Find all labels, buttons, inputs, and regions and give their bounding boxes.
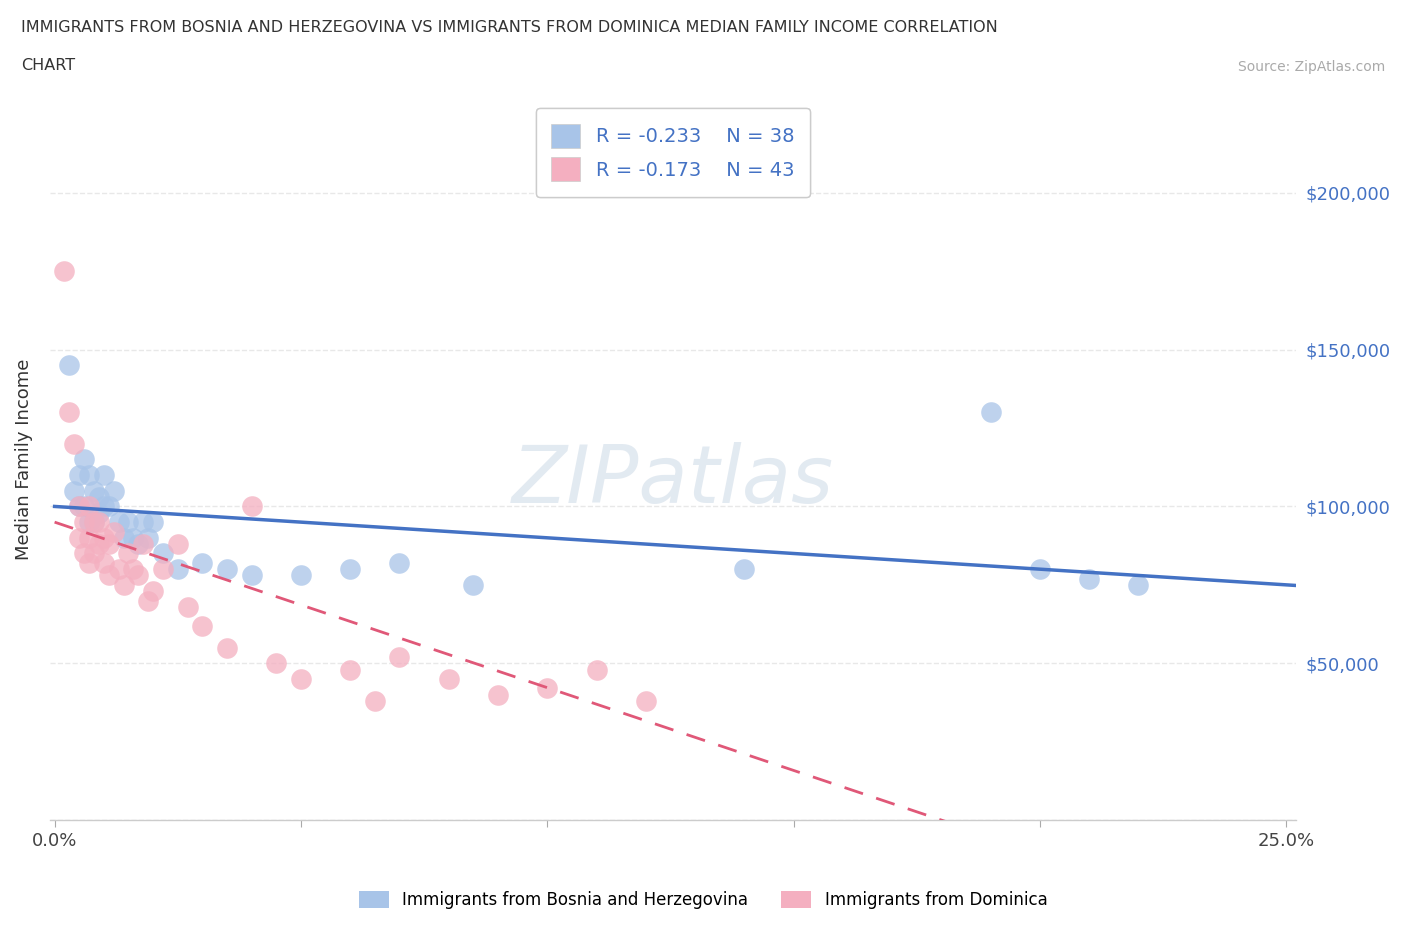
Point bbox=[97, 499, 120, 514]
Point bbox=[58, 358, 80, 373]
Point bbox=[166, 562, 188, 577]
Point bbox=[127, 537, 149, 551]
Point bbox=[1128, 578, 1150, 592]
Point bbox=[117, 546, 139, 561]
Point bbox=[87, 514, 110, 529]
Point bbox=[388, 555, 411, 570]
Point bbox=[290, 671, 312, 686]
Point bbox=[634, 694, 657, 709]
Point bbox=[97, 537, 120, 551]
Point bbox=[136, 593, 159, 608]
Point bbox=[103, 525, 125, 539]
Point bbox=[122, 562, 145, 577]
Point bbox=[176, 599, 198, 614]
Point bbox=[93, 499, 115, 514]
Point bbox=[136, 530, 159, 545]
Point bbox=[73, 514, 96, 529]
Point bbox=[132, 537, 155, 551]
Point bbox=[107, 514, 129, 529]
Point bbox=[191, 555, 214, 570]
Point bbox=[1078, 571, 1101, 586]
Point bbox=[486, 687, 509, 702]
Point bbox=[142, 514, 165, 529]
Point bbox=[112, 578, 135, 592]
Point bbox=[67, 499, 90, 514]
Point bbox=[87, 505, 110, 520]
Point bbox=[83, 484, 105, 498]
Point bbox=[77, 555, 100, 570]
Point bbox=[112, 530, 135, 545]
Point bbox=[107, 562, 129, 577]
Point bbox=[77, 530, 100, 545]
Point bbox=[122, 530, 145, 545]
Text: CHART: CHART bbox=[21, 58, 75, 73]
Point bbox=[83, 514, 105, 529]
Point bbox=[53, 264, 76, 279]
Point bbox=[83, 546, 105, 561]
Point bbox=[67, 468, 90, 483]
Point bbox=[87, 489, 110, 504]
Point bbox=[117, 514, 139, 529]
Point bbox=[93, 530, 115, 545]
Point bbox=[364, 694, 387, 709]
Point bbox=[191, 618, 214, 633]
Point bbox=[87, 537, 110, 551]
Point bbox=[73, 452, 96, 467]
Point bbox=[58, 405, 80, 419]
Point bbox=[103, 484, 125, 498]
Point bbox=[73, 499, 96, 514]
Legend: Immigrants from Bosnia and Herzegovina, Immigrants from Dominica: Immigrants from Bosnia and Herzegovina, … bbox=[350, 883, 1056, 917]
Point bbox=[215, 562, 238, 577]
Point bbox=[980, 405, 1002, 419]
Point bbox=[77, 468, 100, 483]
Point bbox=[733, 562, 755, 577]
Point bbox=[536, 681, 558, 696]
Point bbox=[67, 530, 90, 545]
Point bbox=[83, 514, 105, 529]
Point bbox=[215, 640, 238, 655]
Point bbox=[166, 537, 188, 551]
Point bbox=[63, 484, 86, 498]
Text: Source: ZipAtlas.com: Source: ZipAtlas.com bbox=[1237, 60, 1385, 74]
Point bbox=[339, 562, 361, 577]
Point bbox=[437, 671, 460, 686]
Point bbox=[463, 578, 485, 592]
Point bbox=[77, 499, 100, 514]
Legend: R = -0.233    N = 38, R = -0.173    N = 43: R = -0.233 N = 38, R = -0.173 N = 43 bbox=[536, 109, 810, 197]
Point bbox=[142, 584, 165, 599]
Point bbox=[240, 568, 263, 583]
Point bbox=[585, 662, 607, 677]
Point bbox=[132, 514, 155, 529]
Point bbox=[388, 649, 411, 664]
Point bbox=[97, 568, 120, 583]
Text: IMMIGRANTS FROM BOSNIA AND HERZEGOVINA VS IMMIGRANTS FROM DOMINICA MEDIAN FAMILY: IMMIGRANTS FROM BOSNIA AND HERZEGOVINA V… bbox=[21, 20, 998, 35]
Y-axis label: Median Family Income: Median Family Income bbox=[15, 359, 32, 560]
Point bbox=[63, 436, 86, 451]
Point bbox=[290, 568, 312, 583]
Point bbox=[73, 546, 96, 561]
Text: ZIPatlas: ZIPatlas bbox=[512, 442, 834, 520]
Point bbox=[1029, 562, 1052, 577]
Point bbox=[152, 546, 174, 561]
Point bbox=[77, 514, 100, 529]
Point bbox=[67, 499, 90, 514]
Point bbox=[266, 656, 288, 671]
Point bbox=[93, 468, 115, 483]
Point bbox=[240, 499, 263, 514]
Point bbox=[339, 662, 361, 677]
Point bbox=[127, 568, 149, 583]
Point bbox=[93, 555, 115, 570]
Point bbox=[152, 562, 174, 577]
